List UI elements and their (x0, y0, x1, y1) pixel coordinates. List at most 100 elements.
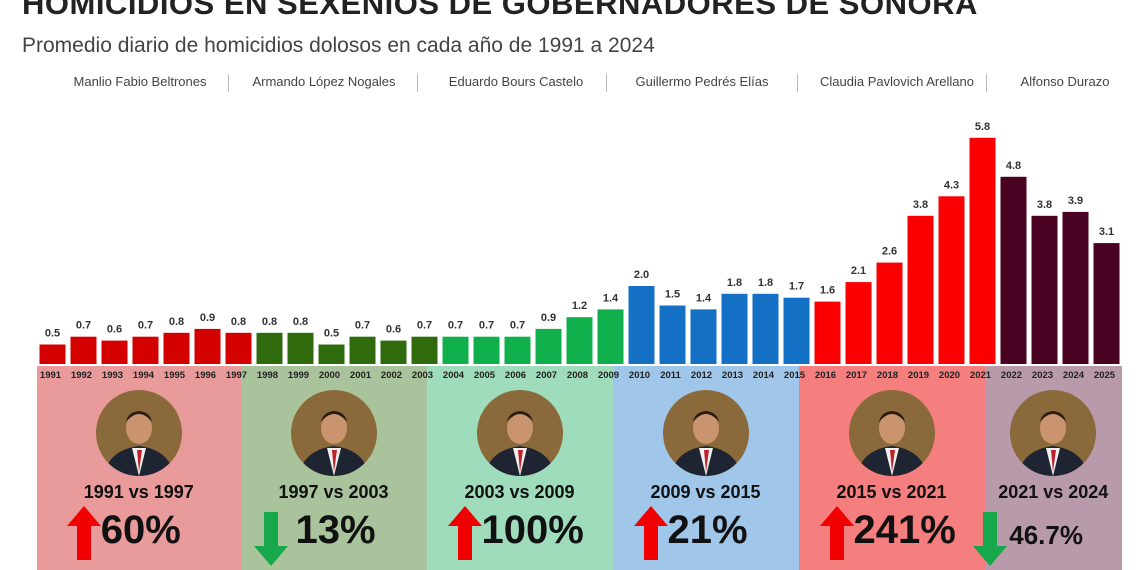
governor-panel: 1991 vs 1997 60% (37, 366, 241, 570)
x-tick-label: 2018 (877, 370, 898, 380)
chart-title: HOMICIDIOS EN SEXENIOS DE GOBERNADORES D… (22, 0, 978, 21)
x-tick-label: 2025 (1094, 370, 1116, 380)
x-tick-label: 2008 (567, 370, 588, 380)
data-label: 0.7 (417, 320, 432, 332)
data-label: 1.4 (603, 292, 619, 304)
percent-change: 241% (853, 508, 956, 552)
x-tick-label: 2010 (629, 370, 650, 380)
bar (318, 344, 345, 364)
data-label: 3.9 (1068, 195, 1083, 207)
governor-photo (95, 390, 182, 476)
x-tick-label: 1991 (40, 370, 62, 380)
percent-change: 100% (481, 508, 584, 552)
data-label: 0.5 (324, 328, 339, 340)
x-tick-label: 2014 (753, 370, 775, 380)
data-label: 0.7 (479, 320, 494, 332)
x-tick-label: 2013 (722, 370, 743, 380)
comparison-period: 1997 vs 2003 (278, 482, 389, 502)
bar (535, 328, 562, 364)
data-label: 0.8 (262, 316, 277, 328)
data-label: 0.8 (293, 316, 308, 328)
data-label: 0.9 (541, 312, 556, 324)
data-label: 3.8 (1037, 199, 1052, 211)
governor-panel: 2003 vs 2009 100% (426, 366, 613, 570)
data-label: 3.1 (1099, 226, 1114, 238)
bar (194, 328, 221, 364)
bar (411, 336, 438, 364)
data-label: 1.7 (789, 281, 804, 293)
data-label: 5.8 (975, 121, 990, 133)
bar (783, 297, 810, 364)
data-label: 0.6 (107, 324, 122, 336)
bar (442, 336, 469, 364)
x-tick-label: 2017 (846, 370, 867, 380)
governor-panel: 2009 vs 2015 21% (612, 366, 799, 570)
bar (473, 336, 500, 364)
governor-name: Manlio Fabio Beltrones (73, 74, 207, 89)
x-tick-label: 2016 (815, 370, 836, 380)
percent-change: 13% (295, 508, 376, 552)
governor-panel: 1997 vs 2003 13% (240, 366, 427, 570)
bar (380, 340, 407, 364)
bar (628, 286, 655, 364)
comparison-period: 2003 vs 2009 (464, 482, 575, 502)
comparison-period: 2015 vs 2021 (836, 482, 947, 502)
arrow-up-icon (819, 506, 854, 560)
governor-photo (476, 390, 563, 476)
x-tick-label: 2012 (691, 370, 712, 380)
x-tick-label: 2011 (660, 370, 681, 380)
bar (814, 301, 841, 364)
governor-name: Guillermo Pedrés Elías (635, 74, 769, 89)
bar (597, 309, 624, 364)
x-tick-label: 1993 (102, 370, 123, 380)
x-tick-label: 1994 (133, 370, 155, 380)
separator (986, 74, 987, 92)
bar (39, 344, 66, 364)
arrow-down-icon (973, 512, 1008, 566)
separator (797, 74, 798, 92)
governor-name: Armando López Nogales (252, 74, 396, 89)
bar (845, 282, 872, 364)
data-label: 0.7 (448, 320, 463, 332)
governor-name: Alfonso Durazo (1020, 74, 1110, 89)
bar (1062, 211, 1089, 364)
governor-panel: 2021 vs 2024 46.7% (973, 366, 1122, 570)
data-label: 1.2 (572, 300, 587, 312)
x-tick-label: 2024 (1063, 370, 1085, 380)
x-tick-label: 2023 (1032, 370, 1053, 380)
bar (225, 332, 252, 364)
governor-panel: 2015 vs 2021 241% (798, 366, 985, 570)
arrow-up-icon (66, 506, 101, 560)
percent-change: 21% (667, 508, 748, 552)
governor-photo (848, 390, 935, 476)
x-tick-label: 2007 (536, 370, 557, 380)
data-label: 1.8 (727, 277, 742, 289)
data-label: 1.6 (820, 285, 835, 297)
data-label: 0.6 (386, 324, 401, 336)
separator (417, 74, 418, 92)
bar (287, 332, 314, 364)
data-label: 1.5 (665, 289, 680, 301)
data-label: 0.8 (231, 316, 246, 328)
chart-subtitle: Promedio diario de homicidios dolosos en… (22, 34, 655, 57)
x-tick-label: 1995 (164, 370, 186, 380)
governor-photo (662, 390, 749, 476)
x-tick-label: 1998 (257, 370, 278, 380)
data-label: 0.7 (76, 320, 91, 332)
bar (566, 317, 593, 364)
data-label: 0.7 (355, 320, 370, 332)
x-tick-label: 1996 (195, 370, 216, 380)
bar (752, 293, 779, 364)
arrow-up-icon (447, 506, 482, 560)
x-tick-label: 2022 (1001, 370, 1022, 380)
x-tick-label: 2015 (784, 370, 806, 380)
governor-name: Eduardo Bours Castelo (448, 74, 584, 89)
x-tick-label: 2001 (350, 370, 372, 380)
percent-change: 46.7% (1009, 520, 1083, 550)
x-tick-label: 2002 (381, 370, 402, 380)
bar (938, 196, 965, 364)
bar (349, 336, 376, 364)
bar (1031, 215, 1058, 364)
separator (606, 74, 607, 92)
comparison-period: 2009 vs 2015 (650, 482, 761, 502)
